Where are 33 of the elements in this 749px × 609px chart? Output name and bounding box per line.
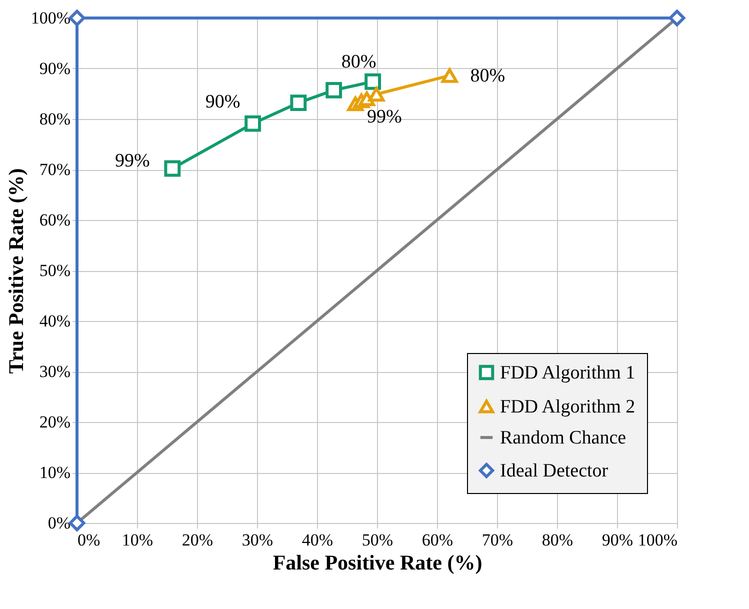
x-tick-label: 60% (422, 530, 454, 550)
legend-label: FDD Algorithm 2 (500, 396, 636, 418)
x-tick-label: 40% (302, 530, 334, 550)
x-tick-label: 30% (242, 530, 274, 550)
y-tick-label: 70% (39, 160, 70, 179)
x-axis-title: False Positive Rate (%) (272, 550, 482, 574)
y-tick-label: 20% (39, 412, 70, 432)
y-tick-label: 10% (39, 463, 70, 482)
y-axis-title: True Positive Rate (%) (4, 168, 28, 374)
x-tick-label: 50% (362, 530, 394, 550)
y-tick-label: 90% (39, 59, 70, 78)
y-tick-label: 0% (48, 514, 70, 532)
x-tick-label: 70% (482, 530, 514, 550)
annotation: 90% (205, 92, 240, 113)
x-tick-label: 80% (542, 530, 574, 550)
x-tick-label: 0% (78, 530, 100, 550)
x-tick-label: 20% (182, 530, 214, 550)
annotation: 80% (470, 66, 506, 87)
y-tick-label: 100% (30, 8, 70, 28)
y-tick-label: 80% (39, 110, 70, 128)
annotation: 99% (114, 150, 150, 172)
x-tick-label: 100% (638, 530, 678, 550)
x-tick-label: 10% (122, 530, 154, 550)
y-tick-label: 30% (39, 362, 70, 381)
legend-label: FDD Algorithm 1 (500, 362, 636, 384)
x-tick-label: 90% (602, 530, 634, 550)
legend-label: Ideal Detector (500, 460, 609, 482)
y-tick-label: 50% (39, 261, 70, 280)
y-tick-label: 40% (39, 312, 70, 330)
legend-label: Random Chance (500, 428, 626, 448)
y-tick-label: 60% (39, 210, 70, 230)
annotation: 80% (341, 52, 376, 73)
annotation: 99% (366, 106, 402, 128)
